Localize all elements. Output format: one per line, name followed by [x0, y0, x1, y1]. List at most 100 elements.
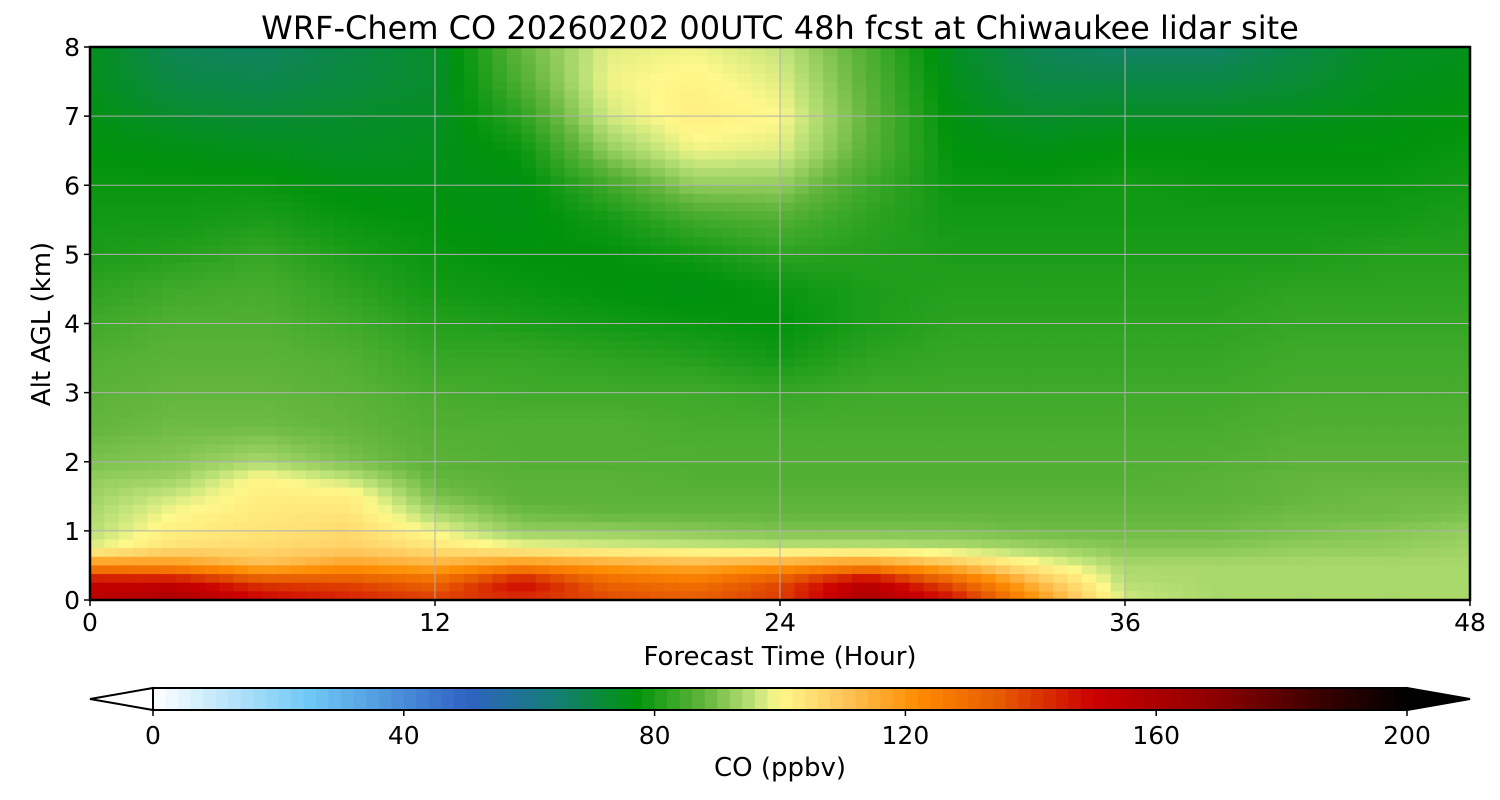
heatmap-cell	[1412, 72, 1428, 83]
heatmap-cell	[190, 193, 206, 204]
heatmap-cell	[621, 288, 637, 299]
heatmap-cell	[1153, 383, 1169, 394]
heatmap-cell	[1211, 444, 1227, 454]
heatmap-cell	[650, 254, 666, 264]
heatmap-cell	[118, 107, 134, 117]
heatmap-cell	[1426, 133, 1442, 143]
heatmap-cell	[1081, 245, 1097, 255]
heatmap-cell	[1441, 159, 1457, 169]
heatmap-cell	[1211, 55, 1227, 65]
heatmap-cell	[1024, 444, 1040, 454]
heatmap-cell	[1441, 90, 1457, 100]
heatmap-cell	[535, 435, 551, 446]
heatmap-cell	[1369, 185, 1385, 195]
heatmap-cell	[205, 487, 220, 497]
heatmap-cell	[550, 349, 565, 359]
heatmap-cell	[593, 90, 609, 100]
heatmap-cell	[895, 453, 910, 463]
heatmap-cell	[291, 297, 307, 307]
heatmap-cell	[291, 98, 307, 109]
heatmap-cell	[219, 159, 235, 169]
heatmap-cell	[1182, 193, 1198, 204]
heatmap-cell	[621, 392, 637, 402]
heatmap-cell	[923, 202, 939, 212]
heatmap-cell	[406, 392, 422, 402]
heatmap-cell	[1283, 470, 1299, 480]
heatmap-cell	[1125, 306, 1140, 316]
heatmap-cell	[1311, 418, 1327, 428]
heatmap-cell	[607, 435, 623, 446]
heatmap-cell	[478, 64, 494, 74]
heatmap-cell	[736, 55, 752, 65]
heatmap-cell	[895, 211, 910, 221]
heatmap-cell	[1110, 55, 1126, 65]
heatmap-cell	[938, 176, 954, 186]
heatmap-cell	[262, 332, 278, 342]
heatmap-cell	[593, 133, 609, 143]
heatmap-cell	[463, 228, 479, 238]
heatmap-cell	[1067, 306, 1083, 316]
heatmap-cell	[1369, 349, 1385, 359]
heatmap-cell	[305, 271, 321, 281]
heatmap-cell	[1254, 383, 1270, 394]
heatmap-cell	[420, 444, 436, 454]
heatmap-cell	[176, 280, 192, 290]
heatmap-cell	[607, 90, 623, 100]
heatmap-cell	[219, 98, 235, 109]
heatmap-cell	[780, 202, 795, 212]
heatmap-cell	[1455, 90, 1470, 100]
heatmap-cell	[147, 435, 163, 446]
heatmap-cell	[377, 211, 393, 221]
heatmap-cell	[133, 185, 149, 195]
heatmap-cell	[377, 72, 393, 83]
heatmap-cell	[837, 219, 853, 230]
heatmap-cell	[1383, 176, 1399, 186]
heatmap-cell	[1268, 263, 1284, 273]
heatmap-cell	[1038, 340, 1054, 351]
heatmap-cell	[118, 150, 134, 160]
heatmap-cell	[1153, 107, 1169, 117]
heatmap-cell	[90, 90, 105, 100]
heatmap-cell	[722, 185, 738, 195]
heatmap-cell	[1412, 366, 1428, 376]
heatmap-cell	[550, 340, 565, 351]
heatmap-cell	[1182, 185, 1198, 195]
heatmap-cell	[578, 409, 594, 420]
heatmap-cell	[895, 107, 910, 117]
heatmap-cell	[1240, 271, 1255, 281]
heatmap-cell	[679, 366, 695, 376]
heatmap-cell	[478, 409, 494, 420]
heatmap-cell	[621, 487, 637, 497]
heatmap-cell	[420, 142, 436, 152]
heatmap-cell	[176, 427, 192, 437]
heatmap-cell	[1153, 332, 1169, 342]
heatmap-cell	[823, 288, 839, 299]
heatmap-cell	[1426, 349, 1442, 359]
heatmap-cell	[851, 479, 867, 489]
heatmap-cell	[823, 479, 839, 489]
heatmap-cell	[233, 185, 249, 195]
heatmap-cell	[463, 237, 479, 247]
heatmap-cell	[679, 193, 695, 204]
heatmap-cell	[276, 288, 292, 299]
heatmap-cell	[736, 306, 752, 316]
heatmap-cell	[1455, 211, 1470, 221]
heatmap-cell	[391, 211, 407, 221]
heatmap-cell	[190, 228, 206, 238]
heatmap-cell	[1096, 124, 1112, 135]
heatmap-cell	[1398, 401, 1414, 411]
heatmap-cell	[851, 401, 867, 411]
heatmap-cell	[1196, 375, 1212, 385]
heatmap-cell	[435, 375, 450, 385]
heatmap-cell	[1053, 55, 1069, 65]
heatmap-cell	[118, 176, 134, 186]
heatmap-cell	[1240, 142, 1255, 152]
heatmap-cell	[837, 237, 853, 247]
heatmap-cell	[1110, 211, 1126, 221]
heatmap-cell	[104, 245, 120, 255]
heatmap-cell	[1096, 401, 1112, 411]
heatmap-cell	[219, 358, 235, 368]
heatmap-cell	[895, 133, 910, 143]
heatmap-cell	[420, 219, 436, 230]
heatmap-cell	[435, 193, 450, 204]
